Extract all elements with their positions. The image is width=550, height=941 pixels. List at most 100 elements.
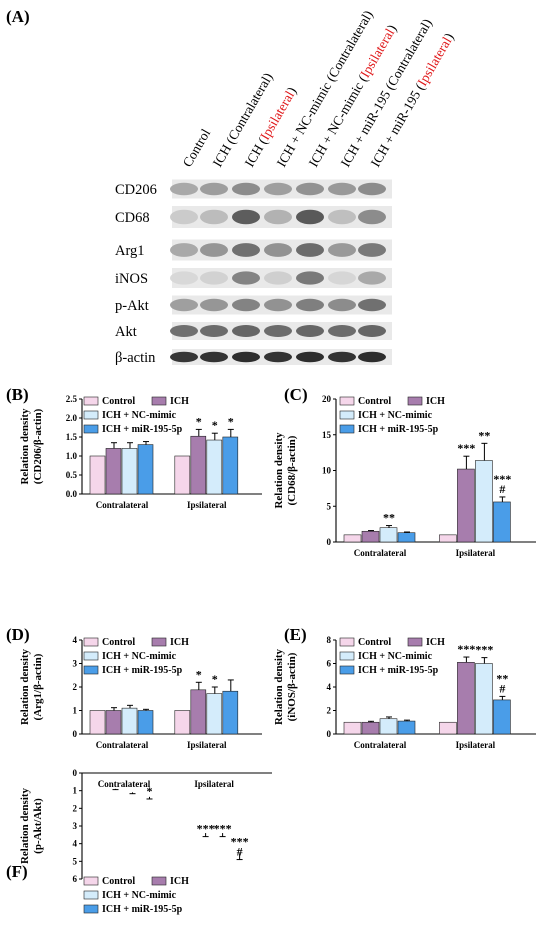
y-tick-label: 8 <box>327 635 332 645</box>
y-axis-label: Relation density(Arg1/β-actin) <box>19 648 44 725</box>
blot-rows: CD206 CD68 Arg1 iNOS p-Akt Akt β-actin <box>115 179 392 366</box>
y-axis-label: Relation density(iNOS/β-actin) <box>273 648 298 725</box>
lane-label: Control <box>180 126 214 169</box>
panel-label-a: (A) <box>6 7 30 26</box>
bar <box>190 435 207 495</box>
x-tick-label: Contralateral <box>96 740 149 750</box>
bar <box>457 662 475 735</box>
blot-band <box>232 182 260 196</box>
blot-band <box>264 271 292 285</box>
blot-band <box>358 271 386 285</box>
y-axis-label: Relation density(CD68/β-actin) <box>273 432 298 509</box>
legend-swatch <box>339 396 355 406</box>
blot-band <box>296 209 324 225</box>
bar <box>121 448 138 495</box>
bar <box>222 690 239 735</box>
blot-band <box>200 351 228 363</box>
blot-band <box>358 209 386 225</box>
legend-swatch <box>339 637 355 647</box>
blot-band <box>170 298 198 312</box>
panel-label-c: (C) <box>284 385 308 404</box>
y-tick-label: 0 <box>327 537 332 547</box>
panel-label-f: (F) <box>6 862 28 881</box>
significance-mark: *** <box>457 642 475 656</box>
chart-b: 0.0 0.5 1.0 1.5 2.0 2.5 Relation density(CD206… <box>19 394 262 510</box>
blot-band <box>358 243 386 257</box>
legend-label: ICH + miR-195-5p <box>102 665 183 676</box>
y-axis-label: Relation density(CD206/β-actin) <box>19 408 44 485</box>
significance-mark: ** <box>496 671 508 685</box>
panel-label-e: (E) <box>284 625 307 644</box>
bar <box>206 439 223 495</box>
y-tick-label: 6 <box>327 659 332 669</box>
chart-d: 0 1 2 3 4 Relation density(Arg1/β-actin) Contr… <box>19 635 262 750</box>
y-tick-label: 1 <box>73 706 78 716</box>
blot-band <box>170 325 198 337</box>
bar <box>493 501 511 543</box>
x-tick-label: Ipsilateral <box>187 740 227 750</box>
y-tick-label: 5 <box>327 501 332 511</box>
bar <box>379 527 398 543</box>
bar <box>105 448 122 495</box>
legend-swatch <box>151 876 167 886</box>
x-tick-label: Ipsilateral <box>194 779 234 789</box>
x-tick-label: Contralateral <box>98 779 151 789</box>
blot-band <box>232 271 260 285</box>
y-tick-label: 5 <box>73 856 78 866</box>
blot-band <box>200 271 228 285</box>
legend-label: ICH + miR-195-5p <box>358 424 439 435</box>
y-axis-label: Relation density(p-Akt/Akt) <box>19 787 44 864</box>
y-tick-label: 0.5 <box>66 470 78 480</box>
blot-band <box>200 325 228 337</box>
blot-band <box>358 298 386 312</box>
blot-band <box>264 209 292 225</box>
blot-band <box>264 325 292 337</box>
significance-mark: * <box>196 667 202 681</box>
y-tick-label: 0.0 <box>66 489 78 499</box>
legend-label: Control <box>358 637 391 648</box>
y-tick-label: 2.5 <box>66 394 78 404</box>
bar <box>121 707 138 735</box>
significance-mark: # <box>237 845 243 859</box>
y-tick-label: 4 <box>73 635 78 645</box>
significance-mark: * <box>147 784 153 798</box>
bar <box>137 710 154 735</box>
y-tick-label: 0 <box>73 729 78 739</box>
x-tick-label: Ipsilateral <box>456 740 496 750</box>
blot-band <box>328 243 356 257</box>
legend-swatch <box>83 665 99 675</box>
significance-mark: * <box>212 672 218 686</box>
blot-band <box>358 351 386 363</box>
bar <box>397 720 416 735</box>
legend-swatch <box>339 410 355 420</box>
y-tick-label: 3 <box>73 821 78 831</box>
blot-band <box>200 182 228 196</box>
significance-mark: *** <box>214 822 232 836</box>
bar <box>222 436 239 495</box>
legend-label: ICH <box>426 396 445 407</box>
legend-swatch <box>151 396 167 406</box>
blot-band <box>358 325 386 337</box>
bar <box>439 721 457 735</box>
blot-band <box>200 209 228 225</box>
significance-mark: * <box>212 418 218 432</box>
y-tick-label: 0 <box>73 768 78 778</box>
blot-band <box>232 209 260 225</box>
chart-e: 0 2 4 6 8 Relation density(iNOS/β-actin) Contr… <box>273 635 536 750</box>
blot-band <box>328 351 356 363</box>
bar <box>190 689 207 735</box>
blot-band <box>264 351 292 363</box>
legend-swatch <box>83 396 99 406</box>
legend-swatch <box>339 651 355 661</box>
blot-band <box>358 182 386 196</box>
bar <box>397 532 416 543</box>
legend-label: ICH <box>170 876 189 887</box>
y-tick-label: 4 <box>327 682 332 692</box>
legend-label: Control <box>102 396 135 407</box>
blot-band <box>296 325 324 337</box>
y-tick-label: 0 <box>327 729 332 739</box>
bar <box>89 455 106 495</box>
